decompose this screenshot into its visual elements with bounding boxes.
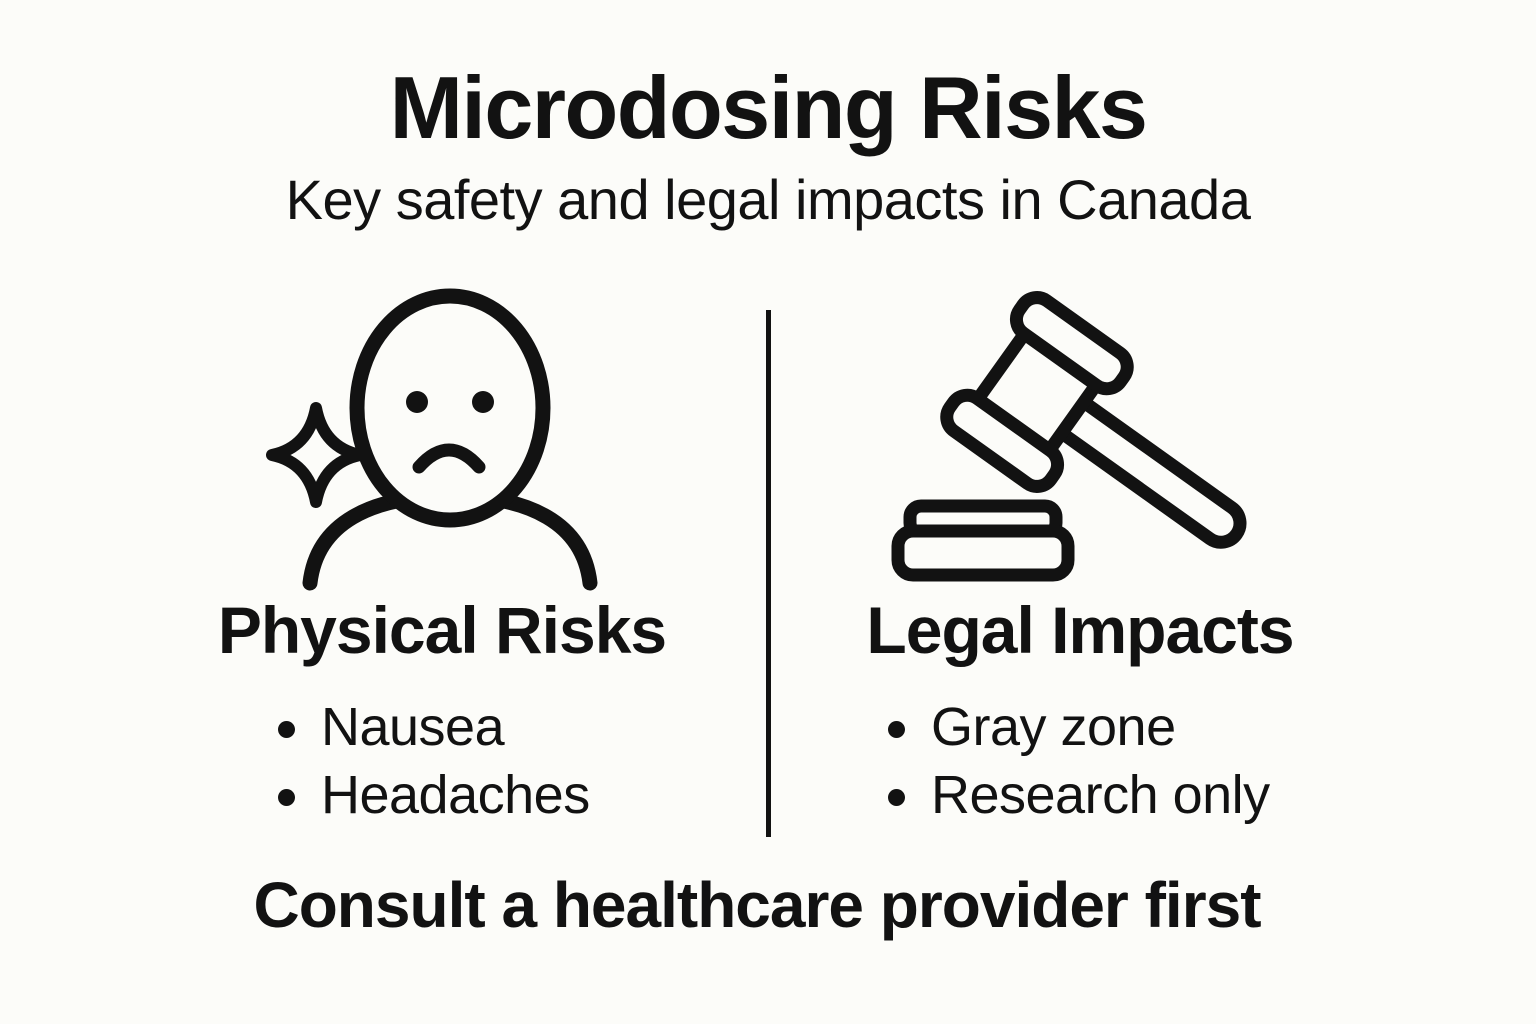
person-eye-left	[406, 391, 428, 413]
list-item: Research only	[888, 768, 1270, 822]
bullet-dot	[278, 721, 295, 738]
gavel-head-cap-top	[1009, 291, 1134, 396]
list-item: Headaches	[278, 768, 590, 822]
bullet-dot	[278, 789, 295, 806]
page-subtitle: Key safety and legal impacts in Canada	[285, 168, 1251, 231]
list-item: Gray zone	[888, 700, 1270, 754]
legal-impacts-list: Gray zone Research only	[888, 700, 1270, 822]
physical-risks-heading: Physical Risks	[217, 593, 667, 667]
person-head	[349, 288, 551, 528]
person-eye-right	[472, 391, 494, 413]
page-title: Microdosing Risks	[389, 58, 1148, 157]
footer-note: Consult a healthcare provider first	[253, 869, 1261, 941]
list-item-label: Gray zone	[931, 697, 1176, 757]
column-divider	[766, 310, 771, 837]
list-item-label: Research only	[931, 765, 1270, 825]
gavel-sound-block-base	[891, 524, 1075, 582]
sparkle-icon	[266, 402, 366, 508]
legal-impacts-heading: Legal Impacts	[866, 593, 1294, 667]
gavel-icon	[891, 291, 1247, 582]
list-item-label: Headaches	[321, 765, 590, 825]
list-item: Nausea	[278, 700, 590, 754]
person-frown-mouth	[412, 443, 486, 474]
bullet-dot	[888, 721, 905, 738]
bullet-dot	[888, 789, 905, 806]
list-item-label: Nausea	[321, 697, 505, 757]
physical-risks-list: Nausea Headaches	[278, 700, 590, 822]
sad-person-sparkle-icon	[266, 288, 598, 591]
gavel-head-cap-bottom	[940, 388, 1065, 493]
